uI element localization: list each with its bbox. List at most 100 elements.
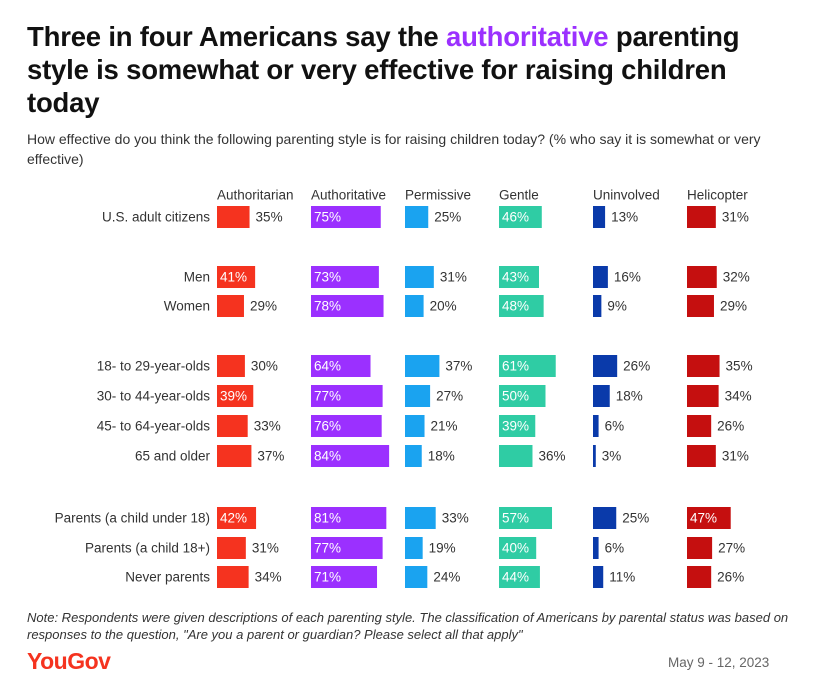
value-label-authoritative-65-and-older: 84% — [314, 449, 341, 464]
bar-authoritative-18-to-29-year-olds — [311, 355, 371, 377]
bar-authoritarian-men — [217, 266, 256, 288]
bar-gentle-65-and-older — [499, 445, 533, 467]
bar-helicopter-30-to-44-year-olds — [687, 385, 719, 407]
bar-uninvolved-45-to-64-year-olds — [593, 415, 599, 437]
value-label-uninvolved-parents-a-child-under-18: 25% — [622, 511, 649, 526]
column-header-authoritarian: Authoritarian — [217, 188, 294, 203]
bar-gentle-30-to-44-year-olds — [499, 385, 546, 407]
value-label-helicopter-parents-a-child-under-18: 47% — [690, 511, 717, 526]
bar-uninvolved-men — [593, 266, 608, 288]
row-label-30-to-44-year-olds: 30- to 44-year-olds — [97, 389, 211, 404]
column-header-authoritative: Authoritative — [311, 188, 386, 203]
bar-authoritarian-parents-a-child-18 — [217, 537, 246, 559]
bar-uninvolved-18-to-29-year-olds — [593, 355, 618, 377]
bar-helicopter-women — [687, 295, 714, 317]
row-label-parents-a-child-18: Parents (a child 18+) — [85, 541, 210, 556]
bar-authoritative-parents-a-child-under-18 — [311, 507, 387, 529]
value-label-uninvolved-u-s-adult-citizens: 13% — [611, 210, 638, 225]
bar-uninvolved-30-to-44-year-olds — [593, 385, 610, 407]
value-label-helicopter-parents-a-child-18: 27% — [718, 541, 745, 556]
bar-authoritarian-women — [217, 295, 244, 317]
value-label-permissive-65-and-older: 18% — [428, 449, 455, 464]
chart-title: Three in four Americans say the authorit… — [27, 20, 797, 119]
bar-helicopter-parents-a-child-under-18 — [687, 507, 731, 529]
column-header-permissive: Permissive — [405, 188, 471, 203]
parenting-style-chart: Authoritarian Authoritative Permissive Gent… — [55, 188, 753, 588]
value-label-gentle-parents-a-child-18: 40% — [502, 541, 529, 556]
value-label-uninvolved-never-parents: 11% — [609, 570, 635, 585]
bar-authoritative-men — [311, 266, 379, 288]
bar-authoritarian-parents-a-child-under-18 — [217, 507, 257, 529]
value-label-authoritative-women: 78% — [314, 299, 341, 314]
bar-helicopter-18-to-29-year-olds — [687, 355, 720, 377]
value-label-permissive-18-to-29-year-olds: 37% — [445, 359, 472, 374]
value-label-uninvolved-45-to-64-year-olds: 6% — [605, 419, 625, 434]
title-part-2: parenting style is somewhat or very effe… — [27, 21, 740, 118]
bar-gentle-18-to-29-year-olds — [499, 355, 556, 377]
value-label-gentle-parents-a-child-under-18: 57% — [502, 511, 529, 526]
bar-gentle-parents-a-child-under-18 — [499, 507, 553, 529]
column-header-uninvolved: Uninvolved — [593, 188, 660, 203]
bar-helicopter-45-to-64-year-olds — [687, 415, 712, 437]
row-label-45-to-64-year-olds: 45- to 64-year-olds — [97, 419, 211, 434]
bar-permissive-parents-a-child-18 — [405, 537, 423, 559]
value-label-uninvolved-parents-a-child-18: 6% — [605, 541, 625, 556]
value-label-permissive-men: 31% — [440, 270, 467, 285]
bar-authoritative-65-and-older — [311, 445, 390, 467]
bar-helicopter-65-and-older — [687, 445, 716, 467]
value-label-gentle-u-s-adult-citizens: 46% — [502, 210, 529, 225]
value-label-uninvolved-65-and-older: 3% — [602, 449, 622, 464]
value-label-permissive-parents-a-child-under-18: 33% — [442, 511, 469, 526]
value-label-authoritarian-parents-a-child-under-18: 42% — [220, 511, 247, 526]
value-label-permissive-parents-a-child-18: 19% — [429, 541, 456, 556]
value-label-permissive-45-to-64-year-olds: 21% — [431, 419, 458, 434]
row-label-18-to-29-year-olds: 18- to 29-year-olds — [97, 359, 211, 374]
value-label-authoritative-30-to-44-year-olds: 77% — [314, 389, 341, 404]
value-label-authoritative-45-to-64-year-olds: 76% — [314, 419, 341, 434]
value-label-permissive-30-to-44-year-olds: 27% — [436, 389, 463, 404]
value-label-authoritarian-men: 41% — [220, 270, 247, 285]
bar-authoritarian-18-to-29-year-olds — [217, 355, 245, 377]
bar-uninvolved-parents-a-child-18 — [593, 537, 599, 559]
bar-authoritarian-65-and-older — [217, 445, 252, 467]
bar-permissive-18-to-29-year-olds — [405, 355, 440, 377]
bar-authoritarian-u-s-adult-citizens — [217, 206, 250, 228]
bar-uninvolved-65-and-older — [593, 445, 596, 467]
value-label-authoritative-parents-a-child-18: 77% — [314, 541, 341, 556]
bar-gentle-u-s-adult-citizens — [499, 206, 542, 228]
bar-gentle-never-parents — [499, 566, 540, 588]
value-label-gentle-65-and-older: 36% — [538, 449, 565, 464]
value-label-authoritative-never-parents: 71% — [314, 570, 341, 585]
survey-date: May 9 - 12, 2023 — [668, 655, 770, 670]
yougov-logo: YouGov — [27, 648, 111, 674]
bar-gentle-women — [499, 295, 544, 317]
bar-uninvolved-u-s-adult-citizens — [593, 206, 606, 228]
bar-uninvolved-parents-a-child-under-18 — [593, 507, 617, 529]
value-label-authoritarian-women: 29% — [250, 299, 277, 314]
bar-permissive-never-parents — [405, 566, 428, 588]
column-header-helicopter: Helicopter — [687, 188, 748, 203]
value-label-authoritative-u-s-adult-citizens: 75% — [314, 210, 341, 225]
bar-authoritative-never-parents — [311, 566, 378, 588]
bar-helicopter-u-s-adult-citizens — [687, 206, 716, 228]
bar-gentle-men — [499, 266, 539, 288]
bar-uninvolved-never-parents — [593, 566, 604, 588]
value-label-helicopter-18-to-29-year-olds: 35% — [726, 359, 753, 374]
value-label-helicopter-45-to-64-year-olds: 26% — [717, 419, 744, 434]
bar-authoritarian-45-to-64-year-olds — [217, 415, 248, 437]
bar-authoritative-45-to-64-year-olds — [311, 415, 382, 437]
row-label-men: Men — [184, 270, 210, 285]
value-label-helicopter-u-s-adult-citizens: 31% — [722, 210, 749, 225]
value-label-helicopter-men: 32% — [723, 270, 750, 285]
bar-uninvolved-women — [593, 295, 602, 317]
value-label-authoritarian-never-parents: 34% — [255, 570, 282, 585]
row-label-never-parents: Never parents — [125, 570, 210, 585]
bar-authoritative-30-to-44-year-olds — [311, 385, 383, 407]
column-header-gentle: Gentle — [499, 188, 539, 203]
value-label-gentle-30-to-44-year-olds: 50% — [502, 389, 529, 404]
value-label-uninvolved-men: 16% — [614, 270, 641, 285]
value-label-authoritarian-45-to-64-year-olds: 33% — [254, 419, 281, 434]
bar-helicopter-never-parents — [687, 566, 712, 588]
value-label-authoritarian-18-to-29-year-olds: 30% — [251, 359, 278, 374]
value-label-gentle-women: 48% — [502, 299, 529, 314]
